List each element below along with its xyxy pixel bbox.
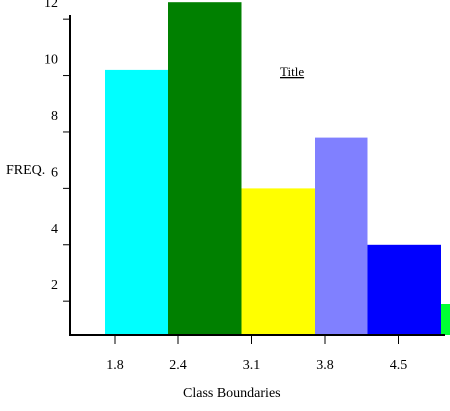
y-tick-label: 2 (51, 278, 58, 293)
y-ticks-group: 2 4 6 8 10 12 (44, 0, 70, 302)
y-axis-title: FREQ. (6, 163, 45, 178)
y-tick-label: 8 (51, 109, 58, 124)
histogram-bar-5 (367, 244, 441, 335)
chart-title: Title (280, 64, 304, 79)
y-tick-label: 6 (51, 165, 58, 180)
x-tick-label: 1.8 (106, 358, 124, 373)
x-axis-title: Class Boundaries (183, 386, 281, 401)
y-tick-label: 10 (44, 53, 58, 68)
histogram-bar-2 (168, 2, 242, 335)
y-tick-label: 4 (51, 222, 58, 237)
histogram-bar-3 (241, 188, 315, 335)
histogram-bar-4 (315, 137, 368, 335)
histogram-bar-6 (441, 304, 450, 335)
x-tick-label: 2.4 (169, 358, 187, 373)
x-tick-label: 3.8 (316, 358, 334, 373)
x-tick-label: 4.5 (390, 358, 408, 373)
y-tick-label: 12 (44, 0, 58, 11)
histogram-bar-1 (105, 69, 168, 336)
x-tick-label: 3.1 (243, 358, 261, 373)
bars-group (105, 2, 450, 336)
x-ticks-group: 1.82.43.13.84.55.25.9 (106, 336, 408, 373)
